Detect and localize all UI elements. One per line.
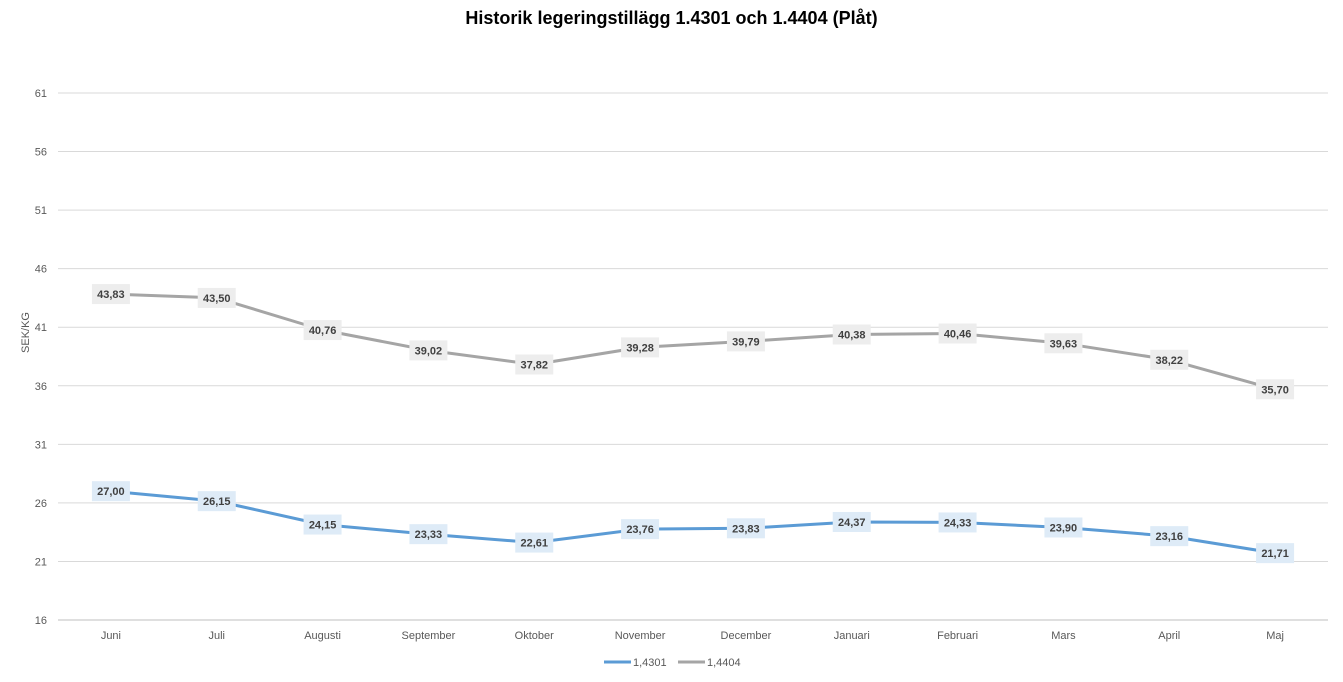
x-tick-label: November <box>615 630 666 642</box>
data-label: 24,15 <box>309 520 337 532</box>
data-label-box <box>1256 543 1295 564</box>
data-label: 43,83 <box>97 289 125 301</box>
legend: 1,4301 1,4404 <box>604 657 741 669</box>
data-label-box <box>1044 517 1083 538</box>
x-tick-label: Februari <box>937 630 978 642</box>
data-label: 23,83 <box>732 523 760 535</box>
x-tick-label: Maj <box>1266 630 1284 642</box>
data-label-box <box>832 324 871 345</box>
y-tick-label: 61 <box>35 88 47 100</box>
y-tick-label: 21 <box>35 556 47 568</box>
y-tick-label: 51 <box>35 205 47 217</box>
data-label: 39,02 <box>415 345 443 357</box>
data-label: 23,90 <box>1050 522 1078 534</box>
data-label: 39,79 <box>732 336 760 348</box>
data-label: 23,16 <box>1155 531 1183 543</box>
data-label: 23,33 <box>415 529 443 541</box>
data-label: 26,15 <box>203 496 231 508</box>
data-label: 43,50 <box>203 293 231 305</box>
x-axis-ticks: Juni Juli Augusti September Oktober November D… <box>101 630 1284 642</box>
legend-label: 1,4404 <box>707 657 741 669</box>
data-label: 40,76 <box>309 325 337 337</box>
data-label-box <box>1150 349 1189 370</box>
data-labels: 27,00 26,15 24,15 23,33 22,61 23,76 23,83 24,37… <box>91 284 1295 564</box>
data-label: 24,37 <box>838 517 866 529</box>
y-axis-title: SEK/KG <box>20 312 32 353</box>
y-tick-label: 41 <box>35 322 47 334</box>
data-label-box <box>197 287 236 308</box>
data-label: 37,82 <box>520 359 548 371</box>
data-label: 39,63 <box>1050 338 1078 350</box>
data-label: 40,38 <box>838 329 866 341</box>
data-label-box <box>621 337 660 358</box>
data-label: 24,33 <box>944 517 972 529</box>
data-label-box <box>938 512 977 533</box>
data-label: 22,61 <box>520 538 548 550</box>
data-label-box <box>938 323 977 344</box>
y-tick-label: 46 <box>35 264 47 276</box>
data-label-box <box>303 320 342 341</box>
series-line <box>109 292 1277 391</box>
x-tick-label: December <box>721 630 772 642</box>
x-tick-label: Augusti <box>304 630 341 642</box>
data-label: 35,70 <box>1261 384 1289 396</box>
data-label-box <box>1150 526 1189 547</box>
data-label-box <box>726 518 765 539</box>
chart-title: Historik legeringstillägg 1.4301 och 1.4… <box>465 8 878 28</box>
series-lines <box>109 292 1277 555</box>
data-label-box <box>726 331 765 352</box>
y-axis-ticks: 16 21 26 31 36 41 46 51 56 61 <box>35 88 47 627</box>
x-tick-label: Mars <box>1051 630 1076 642</box>
data-label-box <box>621 519 660 540</box>
x-tick-label: Juni <box>101 630 121 642</box>
y-tick-label: 56 <box>35 147 47 159</box>
x-tick-label: Januari <box>834 630 870 642</box>
x-tick-label: Oktober <box>515 630 554 642</box>
data-label: 40,46 <box>944 329 972 341</box>
data-label-box <box>409 340 448 361</box>
data-label-box <box>409 524 448 545</box>
x-tick-label: Juli <box>208 630 225 642</box>
data-label: 21,71 <box>1261 548 1289 560</box>
y-tick-label: 36 <box>35 381 47 393</box>
data-label: 39,28 <box>626 342 654 354</box>
y-tick-label: 31 <box>35 439 47 451</box>
gridlines <box>58 92 1328 621</box>
x-tick-label: April <box>1158 630 1180 642</box>
y-tick-label: 16 <box>35 615 47 627</box>
data-label-box <box>91 284 130 305</box>
data-label-box <box>91 481 130 502</box>
data-label-box <box>197 491 236 512</box>
data-label-box <box>1044 333 1083 354</box>
data-label: 38,22 <box>1155 355 1183 367</box>
data-label-box <box>303 514 342 535</box>
data-label-box <box>515 354 554 375</box>
data-label: 27,00 <box>97 486 125 498</box>
y-tick-label: 26 <box>35 498 47 510</box>
legend-label: 1,4301 <box>633 657 667 669</box>
data-label-box <box>515 532 554 553</box>
x-tick-label: September <box>402 630 456 642</box>
series-line <box>109 489 1277 555</box>
data-label-box <box>832 511 871 532</box>
data-label-box <box>1256 379 1295 400</box>
data-label: 23,76 <box>626 524 654 536</box>
